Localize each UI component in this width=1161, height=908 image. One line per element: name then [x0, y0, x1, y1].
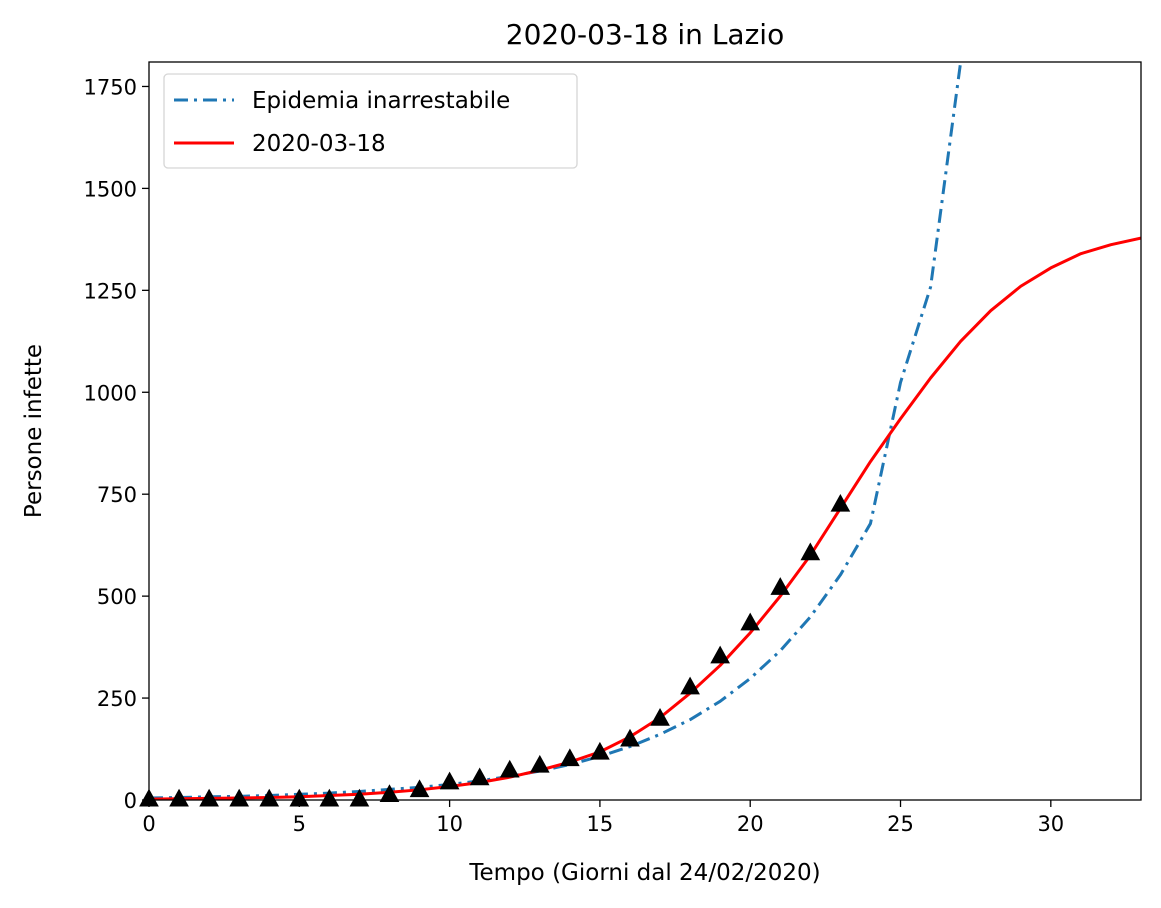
- legend-box: [163, 73, 578, 169]
- data-point-triangle: [229, 788, 250, 807]
- x-axis-label: Tempo (Giorni dal 24/02/2020): [468, 860, 820, 886]
- data-point-triangle: [740, 612, 761, 631]
- y-tick-label: 1000: [84, 381, 137, 405]
- x-tick-label: 0: [142, 812, 155, 836]
- data-point-triangle: [469, 767, 490, 786]
- x-axis: 0 5 10 15 20 25 30: [142, 800, 1064, 836]
- data-point-triangle: [259, 788, 280, 807]
- marker-layer: [139, 493, 851, 807]
- data-point-triangle: [199, 788, 219, 807]
- x-tick-label: 30: [1037, 812, 1064, 836]
- x-tick-label: 15: [587, 812, 614, 836]
- y-axis-label: Persone infette: [21, 344, 47, 518]
- y-tick-label: 1500: [84, 177, 137, 201]
- data-point-triangle: [620, 728, 640, 747]
- legend-label-epidemia: Epidemia inarrestabile: [252, 88, 510, 114]
- data-point-triangle: [650, 708, 670, 726]
- series-line-2020-03-18: [149, 236, 1141, 800]
- data-point-triangle: [710, 645, 731, 664]
- data-point-triangle: [800, 542, 821, 561]
- data-point-triangle: [680, 676, 700, 695]
- legend-label-2020-03-18: 2020-03-18: [252, 131, 386, 157]
- data-point-triangle: [349, 788, 370, 807]
- y-tick-label: 750: [97, 483, 137, 507]
- y-tick-label: 0: [124, 789, 137, 813]
- data-point-triangle: [529, 754, 550, 773]
- chart-title: 2020-03-18 in Lazio: [506, 18, 784, 51]
- data-point-triangle: [830, 493, 851, 512]
- y-tick-label: 1250: [84, 279, 137, 303]
- data-point-triangle: [559, 748, 580, 767]
- data-point-triangle: [379, 784, 400, 802]
- x-tick-label: 25: [887, 812, 914, 836]
- data-point-triangle: [169, 788, 189, 807]
- plot-frame: [148, 61, 1142, 801]
- data-point-triangle: [409, 779, 430, 798]
- y-tick-label: 500: [97, 585, 137, 609]
- x-tick-label: 10: [436, 812, 463, 836]
- legend: Epidemia inarrestabile 2020-03-18: [163, 73, 578, 169]
- data-point-triangle: [590, 741, 610, 760]
- y-axis: 0 250 500 750 1000 1250 1500 1750: [84, 75, 149, 813]
- data-point-triangle: [319, 788, 340, 807]
- data-point-triangle: [499, 759, 520, 778]
- y-tick-label: 250: [97, 687, 137, 711]
- x-tick-label: 20: [737, 812, 764, 836]
- series-layer: [149, 62, 1141, 800]
- x-tick-label: 5: [293, 812, 306, 836]
- data-point-triangle: [770, 577, 791, 595]
- y-tick-label: 1750: [84, 75, 137, 99]
- data-point-triangle: [439, 771, 460, 790]
- series-line-epidemia-inarrestabile: [149, 62, 963, 800]
